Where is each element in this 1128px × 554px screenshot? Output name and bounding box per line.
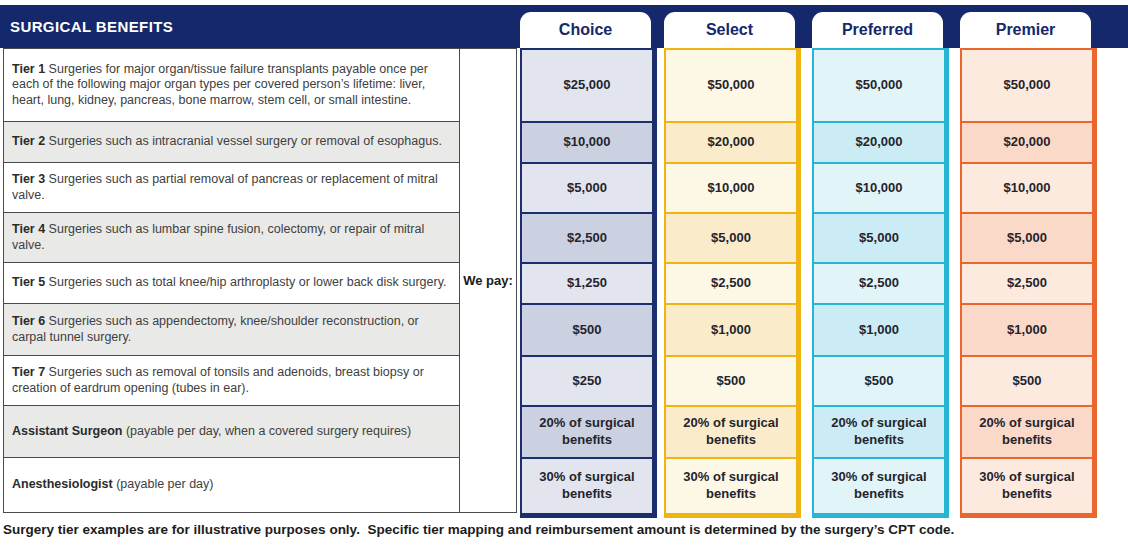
benefit-label: Anesthesiologist (payable per day)	[4, 474, 225, 496]
benefit-value-preferred-tier-3: $10,000	[814, 164, 944, 214]
benefit-value-preferred-tier-6: $1,000	[814, 305, 944, 357]
benefit-name: Tier 1	[12, 62, 49, 76]
benefit-description: Surgeries such as partial removal of pan…	[12, 172, 438, 202]
benefit-value-select-tier-3: $10,000	[666, 164, 796, 214]
plan-column-premier: Premier$50,000$20,000$10,000$5,000$2,500…	[960, 12, 1098, 518]
benefit-value-choice-tier-1: $25,000	[522, 50, 652, 123]
benefit-row-tier-6: Tier 6 Surgeries such as appendectomy, k…	[4, 304, 459, 356]
benefit-label: Tier 6 Surgeries such as appendectomy, k…	[4, 311, 459, 348]
plan-values-select: $50,000$20,000$10,000$5,000$2,500$1,000$…	[664, 48, 801, 518]
benefit-value-select-tier-5: $2,500	[666, 264, 796, 305]
plan-tab-choice: Choice	[520, 12, 651, 48]
benefit-value-preferred-anesthesiologist: 30% of surgical benefits	[814, 459, 944, 513]
benefit-label: Tier 7 Surgeries such as removal of tons…	[4, 362, 459, 399]
benefit-description: Surgeries such as appendectomy, knee/sho…	[12, 314, 419, 344]
footnote: Surgery tier examples are for illustrati…	[3, 522, 1113, 537]
plan-values-premier: $50,000$20,000$10,000$5,000$2,500$1,000$…	[960, 48, 1097, 518]
benefit-value-premier-tier-4: $5,000	[962, 214, 1092, 264]
plan-tab-select: Select	[664, 12, 795, 48]
benefit-value-choice-tier-3: $5,000	[522, 164, 652, 214]
benefit-description: Surgeries for major organ/tissue failure…	[12, 62, 428, 107]
benefit-value-select-anesthesiologist: 30% of surgical benefits	[666, 459, 796, 513]
benefit-name: Anesthesiologist	[12, 477, 116, 491]
benefit-value-preferred-tier-2: $20,000	[814, 123, 944, 164]
benefit-value-premier-tier-5: $2,500	[962, 264, 1092, 305]
benefit-label: Tier 4 Surgeries such as lumbar spine fu…	[4, 219, 459, 256]
benefit-row-assistant-surgeon: Assistant Surgeon (payable per day, when…	[4, 406, 459, 458]
benefit-name: Tier 5	[12, 275, 49, 289]
plan-tab-premier: Premier	[960, 12, 1091, 48]
benefit-value-choice-anesthesiologist: 30% of surgical benefits	[522, 459, 652, 513]
benefit-description: Surgeries such as intracranial vessel su…	[49, 134, 442, 148]
benefit-value-premier-tier-1: $50,000	[962, 50, 1092, 123]
benefit-name: Assistant Surgeon	[12, 424, 126, 438]
benefit-value-choice-assistant-surgeon: 20% of surgical benefits	[522, 407, 652, 459]
benefit-value-preferred-tier-1: $50,000	[814, 50, 944, 123]
benefit-value-premier-tier-2: $20,000	[962, 123, 1092, 164]
benefit-label: Assistant Surgeon (payable per day, when…	[4, 421, 423, 443]
plan-values-choice: $25,000$10,000$5,000$2,500$1,250$500$250…	[520, 48, 657, 518]
benefit-value-premier-tier-7: $500	[962, 357, 1092, 407]
benefit-description: (payable per day, when a covered surgery…	[126, 424, 411, 438]
benefit-value-select-tier-2: $20,000	[666, 123, 796, 164]
plan-tab-preferred: Preferred	[812, 12, 943, 48]
benefit-row-tier-1: Tier 1 Surgeries for major organ/tissue …	[4, 49, 459, 122]
we-pay-cell: We pay:	[459, 48, 517, 513]
benefit-value-select-tier-1: $50,000	[666, 50, 796, 123]
plan-column-select: Select$50,000$20,000$10,000$5,000$2,500$…	[664, 12, 802, 518]
benefit-label: Tier 1 Surgeries for major organ/tissue …	[4, 59, 459, 112]
benefit-description: Surgeries such as removal of tonsils and…	[12, 365, 424, 395]
benefit-value-choice-tier-4: $2,500	[522, 214, 652, 264]
benefit-row-tier-4: Tier 4 Surgeries such as lumbar spine fu…	[4, 213, 459, 263]
benefit-description: Surgeries such as total knee/hip arthrop…	[49, 275, 447, 289]
benefit-value-select-tier-7: $500	[666, 357, 796, 407]
benefit-value-premier-anesthesiologist: 30% of surgical benefits	[962, 459, 1092, 513]
plan-column-preferred: Preferred$50,000$20,000$10,000$5,000$2,5…	[812, 12, 950, 518]
plan-values-preferred: $50,000$20,000$10,000$5,000$2,500$1,000$…	[812, 48, 949, 518]
benefit-name: Tier 2	[12, 134, 49, 148]
benefit-value-choice-tier-7: $250	[522, 357, 652, 407]
benefit-value-preferred-assistant-surgeon: 20% of surgical benefits	[814, 407, 944, 459]
page-title: SURGICAL BENEFITS	[0, 18, 173, 35]
benefit-value-select-tier-4: $5,000	[666, 214, 796, 264]
benefit-row-tier-5: Tier 5 Surgeries such as total knee/hip …	[4, 263, 459, 304]
benefit-row-anesthesiologist: Anesthesiologist (payable per day)	[4, 458, 459, 512]
benefit-value-select-assistant-surgeon: 20% of surgical benefits	[666, 407, 796, 459]
benefit-label: Tier 2 Surgeries such as intracranial ve…	[4, 131, 454, 153]
benefit-label: Tier 5 Surgeries such as total knee/hip …	[4, 272, 458, 294]
we-pay-label: We pay:	[463, 273, 513, 288]
benefit-row-tier-3: Tier 3 Surgeries such as partial removal…	[4, 163, 459, 213]
benefit-description: Surgeries such as lumbar spine fusion, c…	[12, 222, 424, 252]
benefit-value-premier-tier-3: $10,000	[962, 164, 1092, 214]
benefit-value-preferred-tier-7: $500	[814, 357, 944, 407]
benefit-value-choice-tier-5: $1,250	[522, 264, 652, 305]
benefit-row-tier-7: Tier 7 Surgeries such as removal of tons…	[4, 356, 459, 406]
benefit-value-choice-tier-6: $500	[522, 305, 652, 357]
benefit-name: Tier 7	[12, 365, 49, 379]
benefit-name: Tier 6	[12, 314, 49, 328]
benefit-name: Tier 4	[12, 222, 49, 236]
benefit-value-select-tier-6: $1,000	[666, 305, 796, 357]
surgical-benefits-table: SURGICAL BENEFITS Tier 1 Surgeries for m…	[0, 0, 1128, 554]
benefit-name: Tier 3	[12, 172, 49, 186]
benefit-description: (payable per day)	[116, 477, 213, 491]
benefit-label: Tier 3 Surgeries such as partial removal…	[4, 169, 459, 206]
benefit-value-premier-tier-6: $1,000	[962, 305, 1092, 357]
benefit-row-tier-2: Tier 2 Surgeries such as intracranial ve…	[4, 122, 459, 163]
benefit-description-column: Tier 1 Surgeries for major organ/tissue …	[3, 48, 460, 513]
benefit-value-choice-tier-2: $10,000	[522, 123, 652, 164]
benefit-value-preferred-tier-4: $5,000	[814, 214, 944, 264]
benefit-value-preferred-tier-5: $2,500	[814, 264, 944, 305]
plan-column-choice: Choice$25,000$10,000$5,000$2,500$1,250$5…	[520, 12, 658, 518]
benefit-value-premier-assistant-surgeon: 20% of surgical benefits	[962, 407, 1092, 459]
